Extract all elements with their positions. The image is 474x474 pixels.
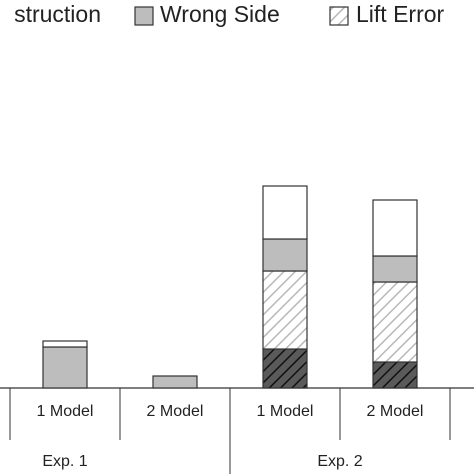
- x-tick-label: 1 Model: [257, 403, 314, 420]
- bar-segment: [372, 361, 418, 389]
- bar-segment: [372, 199, 418, 257]
- bar-segment: [372, 281, 418, 363]
- group-label: Exp. 1: [42, 453, 87, 470]
- bar-segment: [262, 270, 308, 350]
- bar-segment: [262, 238, 308, 272]
- bar-segment: [262, 185, 308, 240]
- bar-segment: [262, 348, 308, 389]
- legend-label: struction: [14, 1, 101, 27]
- group-label: Exp. 2: [317, 453, 362, 470]
- x-tick-label: 2 Model: [367, 403, 424, 420]
- x-tick-label: 2 Model: [147, 403, 204, 420]
- legend-swatch: [329, 6, 349, 26]
- bar-segment: [42, 340, 88, 348]
- legend-swatch: [134, 6, 154, 26]
- legend-label: Wrong Side: [160, 1, 280, 27]
- bar-segment: [152, 375, 198, 389]
- legend-label: Lift Error: [356, 1, 445, 27]
- bar-segment: [372, 255, 418, 283]
- bar-segment: [42, 346, 88, 389]
- x-tick-label: 1 Model: [37, 403, 94, 420]
